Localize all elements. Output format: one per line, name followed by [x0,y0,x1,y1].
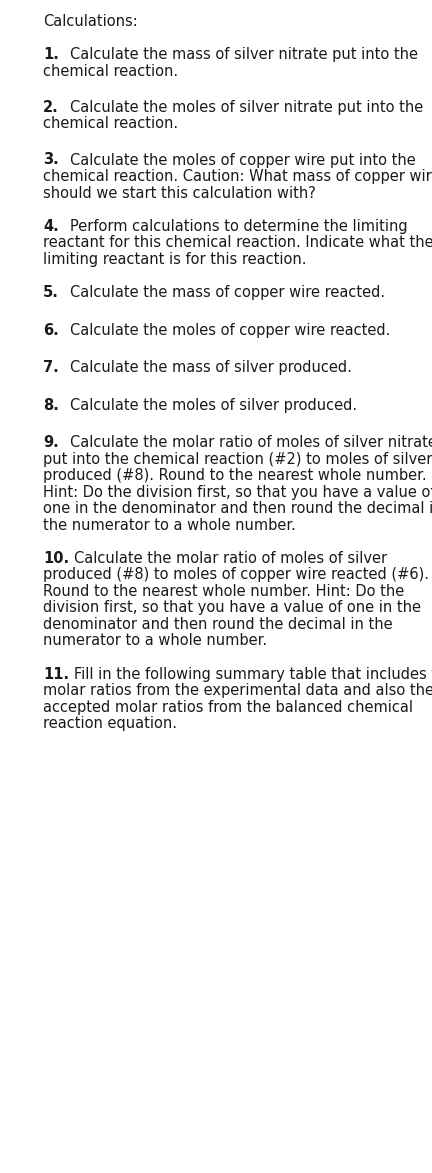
Text: Calculate the moles of silver produced.: Calculate the moles of silver produced. [70,398,357,413]
Text: 1.: 1. [43,47,59,62]
Text: Calculate the moles of copper wire put into the: Calculate the moles of copper wire put i… [70,152,416,168]
Text: produced (#8). Round to the nearest whole number.: produced (#8). Round to the nearest whol… [43,468,427,483]
Text: 8.: 8. [43,398,59,413]
Text: 4.: 4. [43,219,59,233]
Text: 5.: 5. [43,285,59,300]
Text: Calculate the molar ratio of moles of silver nitrate: Calculate the molar ratio of moles of si… [70,435,432,450]
Text: reactant for this chemical reaction. Indicate what the: reactant for this chemical reaction. Ind… [43,236,432,250]
Text: Calculate the moles of copper wire reacted.: Calculate the moles of copper wire react… [70,323,391,338]
Text: 9.: 9. [43,435,59,450]
Text: the numerator to a whole number.: the numerator to a whole number. [43,517,296,533]
Text: 10.: 10. [43,551,69,565]
Text: accepted molar ratios from the balanced chemical: accepted molar ratios from the balanced … [43,700,413,714]
Text: should we start this calculation with?: should we start this calculation with? [43,185,316,201]
Text: Perform calculations to determine the limiting: Perform calculations to determine the li… [70,219,408,233]
Text: Calculate the mass of silver produced.: Calculate the mass of silver produced. [70,360,352,375]
Text: Round to the nearest whole number. Hint: Do the: Round to the nearest whole number. Hint:… [43,584,404,599]
Text: molar ratios from the experimental data and also the: molar ratios from the experimental data … [43,683,432,698]
Text: reaction equation.: reaction equation. [43,717,177,731]
Text: 6.: 6. [43,323,59,338]
Text: 3.: 3. [43,152,59,168]
Text: Calculate the mass of silver nitrate put into the: Calculate the mass of silver nitrate put… [70,47,418,62]
Text: 2.: 2. [43,100,59,115]
Text: chemical reaction.: chemical reaction. [43,116,178,131]
Text: Fill in the following summary table that includes the: Fill in the following summary table that… [74,666,432,682]
Text: Calculate the moles of silver nitrate put into the: Calculate the moles of silver nitrate pu… [70,100,423,115]
Text: 11.: 11. [43,666,69,682]
Text: 7.: 7. [43,360,59,375]
Text: Calculate the mass of copper wire reacted.: Calculate the mass of copper wire reacte… [70,285,385,300]
Text: Calculations:: Calculations: [43,14,138,29]
Text: chemical reaction.: chemical reaction. [43,63,178,79]
Text: Calculate the molar ratio of moles of silver: Calculate the molar ratio of moles of si… [74,551,388,565]
Text: put into the chemical reaction (#2) to moles of silver: put into the chemical reaction (#2) to m… [43,452,432,467]
Text: Hint: Do the division first, so that you have a value of: Hint: Do the division first, so that you… [43,484,432,500]
Text: numerator to a whole number.: numerator to a whole number. [43,633,267,649]
Text: denominator and then round the decimal in the: denominator and then round the decimal i… [43,617,393,632]
Text: produced (#8) to moles of copper wire reacted (#6).: produced (#8) to moles of copper wire re… [43,568,429,583]
Text: one in the denominator and then round the decimal in: one in the denominator and then round th… [43,501,432,516]
Text: limiting reactant is for this reaction.: limiting reactant is for this reaction. [43,252,307,266]
Text: chemical reaction. Caution: What mass of copper wire: chemical reaction. Caution: What mass of… [43,169,432,184]
Text: division first, so that you have a value of one in the: division first, so that you have a value… [43,601,421,616]
